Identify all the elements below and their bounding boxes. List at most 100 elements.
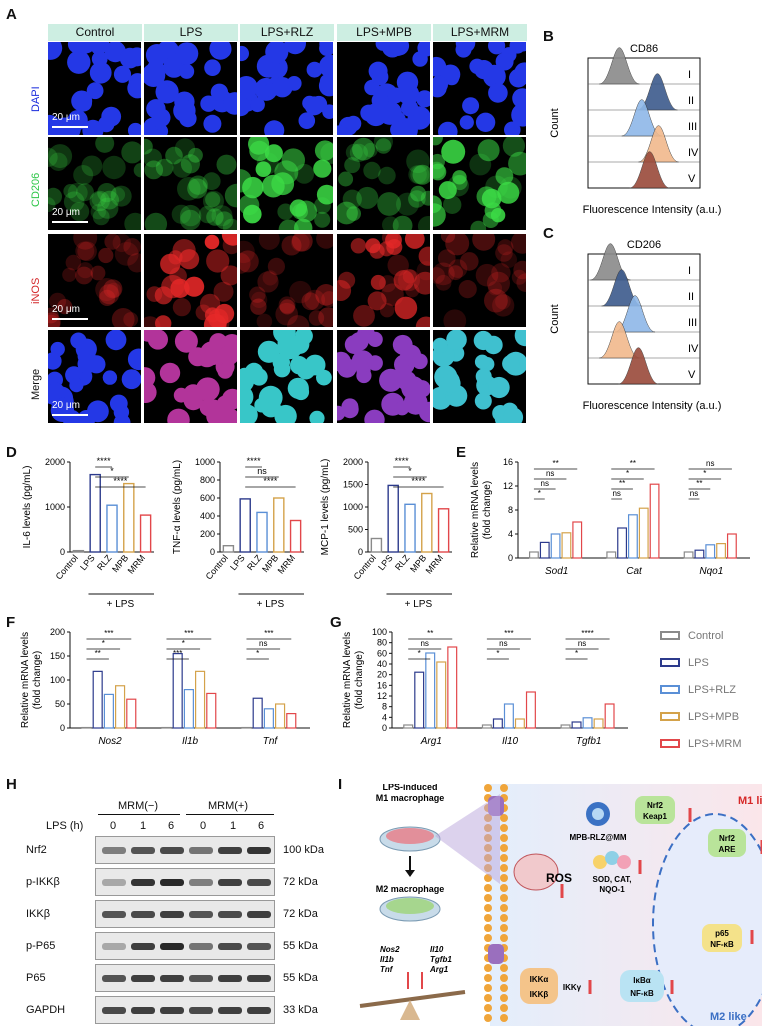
cd206-histogram: CD206 Count Fluorescence Intensity (a.u.) I… bbox=[549, 239, 722, 412]
membrane-bead bbox=[500, 884, 508, 892]
cell-nucleus bbox=[412, 353, 428, 370]
bar bbox=[539, 541, 550, 559]
cell-nucleus bbox=[369, 243, 385, 259]
cell-nucleus bbox=[240, 252, 251, 274]
cell-nucleus bbox=[342, 189, 362, 209]
blot-band bbox=[131, 847, 155, 854]
cell-nucleus bbox=[174, 138, 196, 159]
cell-nucleus bbox=[350, 238, 367, 254]
bar bbox=[550, 533, 561, 559]
x-tick-label: Control bbox=[352, 553, 378, 582]
y-tick-label: 20 bbox=[377, 670, 387, 680]
cell-nucleus bbox=[75, 266, 93, 285]
microscopy-image bbox=[240, 42, 333, 135]
flow-xlabel: Fluorescence Intensity (a.u.) bbox=[583, 400, 722, 412]
cell-nucleus bbox=[504, 121, 521, 135]
mcp1-chart: 0 500 1000 1500 2000 MCP-1 levels (pg/mL) Cont… bbox=[320, 456, 452, 610]
cell-nucleus bbox=[210, 83, 229, 101]
tnfa-chart: 0 200 400 600 800 1000 TNF-α levels (pg/mL) Con… bbox=[172, 456, 304, 610]
sig-label: ns bbox=[257, 466, 267, 476]
cell-nucleus bbox=[487, 281, 503, 296]
membrane-bead bbox=[484, 884, 492, 892]
blot-band bbox=[189, 847, 213, 854]
cell-nucleus bbox=[240, 96, 251, 117]
ikba-label: IκBα bbox=[633, 976, 650, 985]
cell-nucleus bbox=[75, 241, 95, 261]
cell-nucleus bbox=[345, 143, 363, 161]
bar bbox=[683, 551, 694, 559]
x-tick-label: Il1b bbox=[182, 736, 199, 747]
cell-nucleus bbox=[174, 330, 198, 353]
bar bbox=[638, 507, 649, 559]
y-tick-label: 100 bbox=[372, 627, 387, 637]
cell-nucleus bbox=[278, 296, 296, 314]
ikkg-label: IKKγ bbox=[563, 983, 582, 992]
protein-label: Nrf2 bbox=[26, 844, 47, 856]
blot-band bbox=[102, 879, 126, 886]
cell-nucleus bbox=[73, 165, 94, 185]
y-tick-label: 100 bbox=[50, 675, 65, 685]
sig-label: ns bbox=[578, 639, 586, 648]
cell-nucleus bbox=[406, 149, 430, 174]
cell-nucleus bbox=[473, 330, 493, 351]
cell-nucleus bbox=[172, 298, 191, 317]
seesaw-beam bbox=[359, 990, 466, 1008]
seesaw-pivot bbox=[400, 1000, 420, 1020]
membrane-bead bbox=[500, 904, 508, 912]
cell-nucleus bbox=[240, 45, 249, 62]
y-tick-label: 16 bbox=[503, 457, 513, 467]
blot-band bbox=[102, 1007, 126, 1014]
membrane-bead bbox=[484, 934, 492, 942]
lps-footer: + LPS bbox=[405, 599, 433, 610]
time-label: 1 bbox=[140, 820, 147, 832]
microscopy-image bbox=[144, 42, 237, 135]
bar bbox=[275, 703, 286, 729]
cell-nucleus bbox=[216, 154, 237, 175]
cell-nucleus bbox=[408, 165, 427, 184]
cell-nucleus bbox=[151, 108, 171, 128]
cell-nucleus bbox=[175, 42, 199, 65]
cell-nucleus bbox=[488, 42, 506, 55]
cell-nucleus bbox=[70, 332, 87, 349]
flow-histogram-peak bbox=[614, 295, 656, 333]
cell-nucleus bbox=[402, 269, 417, 284]
cell-nucleus bbox=[394, 296, 418, 320]
sig-label: **** bbox=[411, 476, 426, 486]
protein-label: p-IKKβ bbox=[26, 876, 60, 888]
cell-nucleus bbox=[98, 247, 114, 264]
flow-xlabel: Fluorescence Intensity (a.u.) bbox=[583, 204, 722, 216]
group-underline bbox=[98, 814, 180, 815]
panel-label-h: H bbox=[6, 776, 17, 793]
bar bbox=[114, 685, 126, 729]
cell-nucleus bbox=[475, 112, 496, 132]
flow-group-label: V bbox=[688, 369, 696, 381]
cell-nucleus bbox=[511, 234, 526, 254]
protein-label: GAPDH bbox=[26, 1004, 66, 1016]
cell-nucleus bbox=[321, 291, 333, 308]
cell-nucleus bbox=[512, 88, 526, 109]
bar bbox=[286, 712, 297, 729]
m2-like-label: M2 like bbox=[710, 1011, 747, 1023]
microscopy-image bbox=[144, 330, 237, 423]
legend-swatch bbox=[660, 685, 680, 694]
blot-row bbox=[95, 868, 275, 896]
cell-nucleus bbox=[379, 275, 397, 293]
bar bbox=[437, 508, 450, 553]
x-tick-label: LPS bbox=[78, 553, 97, 572]
y-tick-label: 80 bbox=[377, 638, 387, 648]
cell-nucleus bbox=[97, 197, 119, 219]
blot-band bbox=[247, 847, 271, 854]
cell-nucleus bbox=[204, 234, 220, 250]
cell-nucleus bbox=[452, 170, 467, 185]
flow-group-label: IV bbox=[688, 147, 699, 159]
cell-nucleus bbox=[502, 355, 520, 373]
y-tick-label: 16 bbox=[377, 680, 387, 690]
microscopy-image bbox=[337, 42, 430, 135]
cell-nucleus bbox=[511, 269, 526, 285]
bar bbox=[222, 544, 235, 553]
cell-nucleus bbox=[367, 291, 387, 311]
sig-label: * bbox=[110, 466, 114, 476]
blot-band bbox=[218, 911, 242, 918]
cell-nucleus bbox=[224, 183, 237, 208]
